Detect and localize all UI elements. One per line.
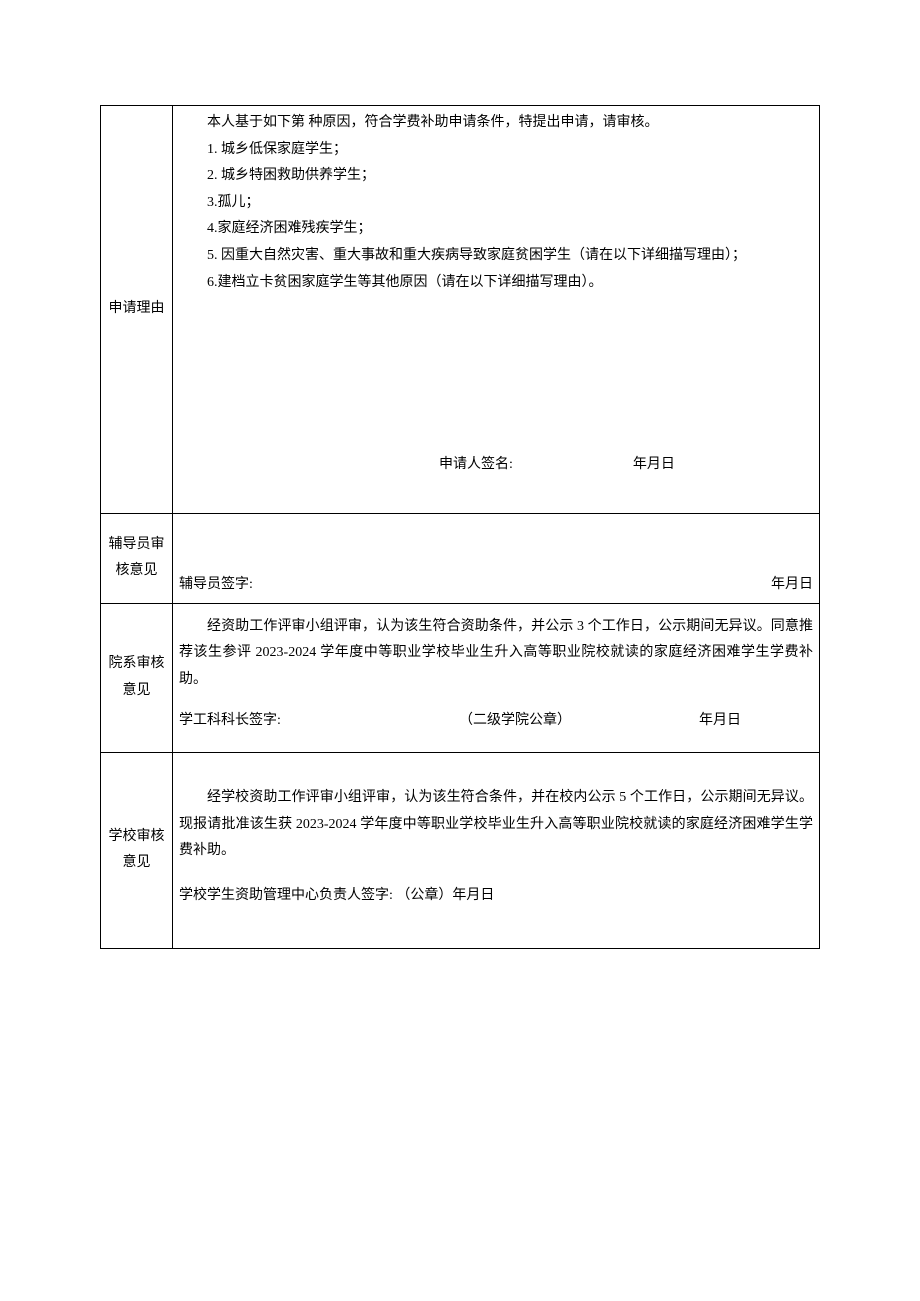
cell-dept: 经资助工作评审小组评审，认为该生符合资助条件，并公示 3 个工作日，公示期间无异… bbox=[173, 603, 820, 752]
row-school: 学校审核意见 经学校资助工作评审小组评审，认为该生符合条件，并在校内公示 5 个… bbox=[101, 753, 820, 948]
label-school: 学校审核意见 bbox=[101, 753, 173, 948]
row-dept: 院系审核意见 经资助工作评审小组评审，认为该生符合资助条件，并公示 3 个工作日… bbox=[101, 603, 820, 752]
reason-intro: 本人基于如下第 种原因，符合学费补助申请条件，特提出申请，请审核。 bbox=[179, 110, 813, 137]
reason-item-1: 1. 城乡低保家庭学生； bbox=[179, 137, 813, 164]
counselor-signature-line: 辅导员签字: 年月日 bbox=[179, 572, 813, 599]
application-table: 申请理由 本人基于如下第 种原因，符合学费补助申请条件，特提出申请，请审核。 1… bbox=[100, 105, 820, 949]
dept-signature-line: 学工科科长签字: （二级学院公章） 年月日 bbox=[179, 708, 813, 735]
document-page: 申请理由 本人基于如下第 种原因，符合学费补助申请条件，特提出申请，请审核。 1… bbox=[0, 0, 920, 1049]
school-tail-space bbox=[179, 924, 813, 944]
dept-date: 年月日 bbox=[699, 708, 809, 735]
reason-item-3: 3.孤儿； bbox=[179, 190, 813, 217]
counselor-sig-label: 辅导员签字: bbox=[179, 572, 253, 599]
label-dept: 院系审核意见 bbox=[101, 603, 173, 752]
label-reason: 申请理由 bbox=[101, 106, 173, 514]
applicant-signature-line: 申请人签名: 年月日 bbox=[179, 452, 813, 479]
reason-item-2: 2. 城乡特困救助供养学生； bbox=[179, 163, 813, 190]
dept-sig-label: 学工科科长签字: bbox=[179, 708, 459, 735]
cell-reason: 本人基于如下第 种原因，符合学费补助申请条件，特提出申请，请审核。 1. 城乡低… bbox=[173, 106, 820, 514]
label-counselor: 辅导员审核意见 bbox=[101, 513, 173, 603]
cell-counselor: 辅导员签字: 年月日 bbox=[173, 513, 820, 603]
school-body: 经学校资助工作评审小组评审，认为该生符合条件，并在校内公示 5 个工作日，公示期… bbox=[179, 785, 813, 865]
cell-school: 经学校资助工作评审小组评审，认为该生符合条件，并在校内公示 5 个工作日，公示期… bbox=[173, 753, 820, 948]
row-counselor: 辅导员审核意见 辅导员签字: 年月日 bbox=[101, 513, 820, 603]
counselor-date: 年月日 bbox=[771, 572, 813, 599]
row-reason: 申请理由 本人基于如下第 种原因，符合学费补助申请条件，特提出申请，请审核。 1… bbox=[101, 106, 820, 514]
dept-body: 经资助工作评审小组评审，认为该生符合资助条件，并公示 3 个工作日，公示期间无异… bbox=[179, 614, 813, 694]
school-head-space bbox=[179, 757, 813, 779]
school-signature-line: 学校学生资助管理中心负责人签字: （公章）年月日 bbox=[179, 883, 813, 910]
dept-seal: （二级学院公章） bbox=[459, 708, 699, 735]
reason-item-5: 5. 因重大自然灾害、重大事故和重大疾病导致家庭贫困学生（请在以下详细描写理由）… bbox=[179, 243, 813, 270]
reason-item-4: 4.家庭经济困难残疾学生； bbox=[179, 216, 813, 243]
reason-tail-space bbox=[179, 479, 813, 509]
reason-item-6: 6.建档立卡贫困家庭学生等其他原因（请在以下详细描写理由）。 bbox=[179, 270, 813, 297]
applicant-date: 年月日 bbox=[633, 452, 675, 479]
applicant-sig-label: 申请人签名: bbox=[439, 452, 513, 479]
reason-blank-space bbox=[179, 296, 813, 446]
dept-tail-space bbox=[179, 734, 813, 748]
